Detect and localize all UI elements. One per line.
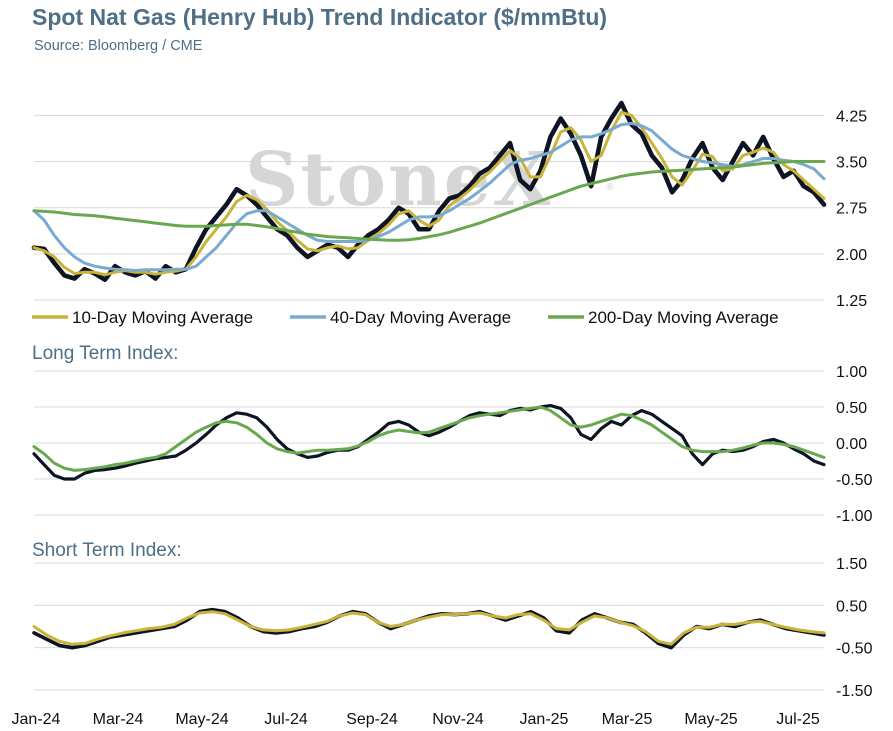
watermark-registered-mark: ® <box>606 182 614 193</box>
legend-label-ma200: 200-Day Moving Average <box>588 308 779 327</box>
short-y-tick-label: 0.50 <box>836 598 867 615</box>
x-tick-label: Mar-25 <box>602 711 653 728</box>
watermark: StoneX ® <box>245 137 614 223</box>
price-y-tick-label: 2.00 <box>836 247 867 264</box>
x-tick-label: Jul-25 <box>776 711 820 728</box>
gridlines <box>34 114 824 691</box>
long-signal-line <box>32 405 826 472</box>
price-y-tick-label: 4.25 <box>836 108 867 125</box>
panel-titles: Long Term Index: Short Term Index: <box>32 343 182 561</box>
price-y-tick-label: 2.75 <box>836 201 867 218</box>
x-tick-label: Jan-24 <box>12 711 61 728</box>
axis-ticks: 4.25 3.50 2.75 2.00 1.25 1.00 0.50 0.00 -0.50 -1.… <box>12 108 873 728</box>
short-y-tick-label: -0.50 <box>836 641 873 658</box>
x-tick-label: Jul-24 <box>264 711 308 728</box>
x-tick-label: Nov-24 <box>432 711 484 728</box>
series-lines <box>31 100 827 650</box>
long-y-tick-label: 0.00 <box>836 436 867 453</box>
long-y-tick-label: -0.50 <box>836 472 873 489</box>
long-y-tick-label: 1.00 <box>836 364 867 381</box>
legend: 10-Day Moving Average 40-Day Moving Avera… <box>32 308 779 327</box>
short-y-tick-label: 1.50 <box>836 556 867 573</box>
x-tick-label: Jan-25 <box>520 711 569 728</box>
x-tick-label: Sep-24 <box>346 711 398 728</box>
x-tick-label: Mar-24 <box>93 711 144 728</box>
short-signal-line <box>32 610 826 646</box>
long-index-line <box>32 404 826 481</box>
long-y-tick-label: 0.50 <box>836 400 867 417</box>
price-y-tick-label: 3.50 <box>836 155 867 172</box>
x-tick-label: May-25 <box>684 711 737 728</box>
legend-label-ma10: 10-Day Moving Average <box>72 308 253 327</box>
price-ma40-line <box>32 121 826 272</box>
chart-title: Spot Nat Gas (Henry Hub) Trend Indicator… <box>32 4 608 30</box>
x-tick-label: May-24 <box>175 711 228 728</box>
price-y-tick-label: 1.25 <box>836 293 867 310</box>
chart-source: Source: Bloomberg / CME <box>34 38 203 54</box>
price-ma200-line <box>32 160 826 242</box>
long-y-tick-label: -1.00 <box>836 508 873 525</box>
long-panel-title: Long Term Index: <box>32 343 178 364</box>
legend-label-ma40: 40-Day Moving Average <box>330 308 511 327</box>
short-panel-title: Short Term Index: <box>32 540 182 561</box>
short-y-tick-label: -1.50 <box>836 683 873 700</box>
